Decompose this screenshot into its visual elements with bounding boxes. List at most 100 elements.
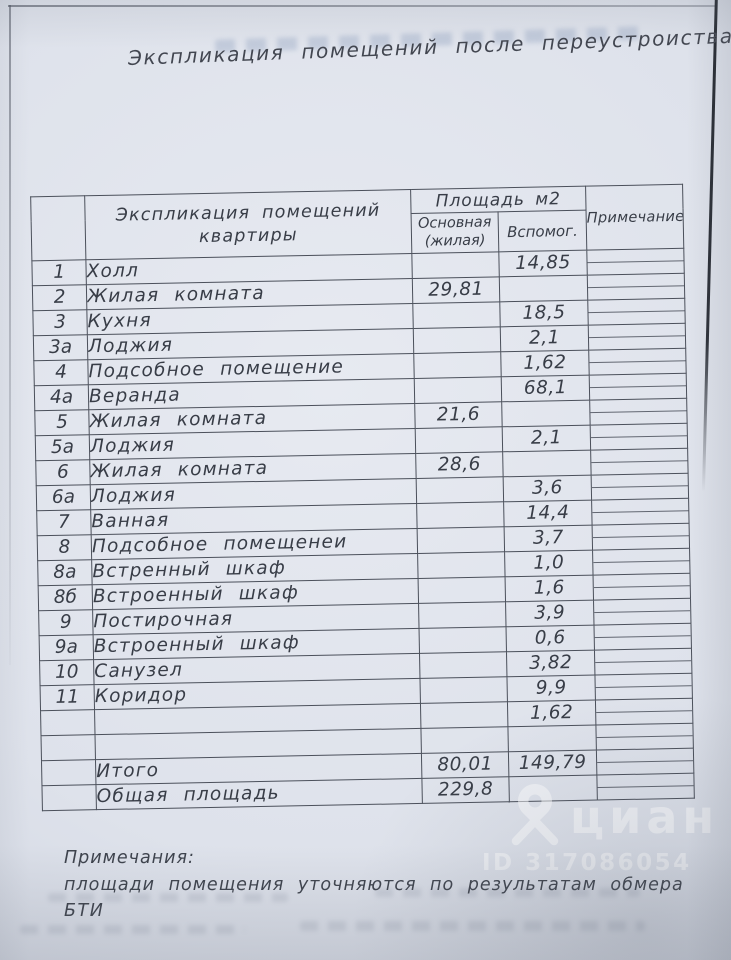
table-body: 1 Холл 14,85 2 Жилая комната 29,81 3 Кух… (31, 248, 695, 811)
cell-note (587, 273, 685, 301)
cell-note (589, 373, 687, 401)
cell-aux-area: 3,9 (505, 600, 595, 627)
cell-note (588, 348, 687, 376)
cell-number: 10 (39, 659, 95, 686)
cell-note (587, 298, 686, 326)
cell-aux-area: 68,1 (501, 375, 590, 402)
cell-main-area (412, 301, 501, 329)
cell-main-area (417, 526, 505, 554)
cell-main-area (419, 651, 507, 679)
cell-main-area (415, 426, 503, 454)
col-header-aux-area: Вспомог. (498, 210, 587, 252)
cell-number: 9а (39, 634, 94, 661)
cell-note (594, 623, 692, 651)
notes-heading: Примечания: (64, 848, 195, 868)
watermark-id: ID 317086054 (482, 850, 692, 876)
col-header-number (30, 195, 86, 261)
cell-aux-area: 3,7 (504, 525, 593, 552)
cell-number: 4а (34, 384, 89, 411)
cell-number: 8 (37, 534, 92, 561)
cell-note (595, 698, 693, 726)
cell-note (593, 573, 691, 601)
cell-note (588, 323, 686, 351)
cell-aux-area (507, 725, 597, 752)
cell-aux-area: 18,5 (499, 300, 589, 327)
cell-aux-area: 2,1 (502, 425, 591, 452)
cell-number: 7 (36, 509, 92, 536)
cell-total-main-area: 80,01 (421, 751, 509, 779)
page-top-edge (8, 5, 716, 7)
cell-note (591, 473, 689, 501)
cell-number: 3 (32, 309, 88, 336)
cell-note (594, 648, 692, 676)
cell-total-aux-area: 149,79 (508, 750, 597, 777)
cell-aux-area: 1,62 (500, 350, 590, 377)
col-header-main-line2: (жилая) (424, 232, 486, 250)
cell-main-area (413, 326, 501, 354)
cell-aux-area (499, 275, 588, 302)
col-header-main-line1: Основная (417, 214, 492, 232)
cell-aux-area: 0,6 (506, 625, 595, 652)
cell-aux-area: 1,0 (504, 550, 594, 577)
cell-note (595, 723, 694, 751)
page-right-edge (701, 0, 718, 492)
col-header-name: Экспликация помещений квартиры (84, 189, 412, 260)
cell-aux-area: 3,6 (503, 475, 592, 502)
notes-block: Примечания: площади помещения уточняются… (64, 848, 684, 921)
cell-main-area (413, 351, 502, 379)
cell-aux-area: 2,1 (500, 325, 589, 352)
col-header-note: Примечание (585, 184, 684, 251)
cell-main-area: 28,6 (415, 451, 504, 479)
cell-aux-area: 14,85 (498, 250, 588, 277)
cell-main-area (419, 626, 507, 654)
cell-number: 6 (35, 459, 91, 486)
notes-line1: площади помещения уточняются по результа… (64, 875, 684, 895)
document-title: Экспликация помещений после переустроист… (127, 23, 731, 70)
cell-main-area (414, 376, 502, 404)
cell-main-area (418, 576, 506, 604)
cell-main-area (417, 551, 506, 579)
cell-number: 2 (32, 284, 87, 311)
cell-aux-area (502, 450, 592, 477)
cell-note (589, 398, 688, 426)
cell-main-area: 29,81 (412, 276, 500, 304)
cell-number (41, 759, 96, 786)
cell-main-area (420, 701, 508, 729)
explication-table: Экспликация помещений квартиры Площадь м… (30, 184, 695, 811)
bleedthrough-text (375, 888, 640, 897)
cell-number: 8а (37, 559, 93, 586)
cell-number: 5а (35, 434, 90, 461)
cell-number: 1 (31, 259, 87, 286)
cell-main-area (418, 601, 507, 629)
cell-main-area (420, 726, 509, 754)
cell-note (592, 548, 691, 576)
cell-aux-area: 1,6 (505, 575, 594, 602)
cell-aux-area: 1,62 (507, 700, 596, 727)
cell-note (592, 523, 690, 551)
cian-pin-icon (511, 784, 559, 846)
cell-number: 8б (38, 584, 93, 611)
cell-number (41, 784, 97, 811)
cian-watermark: циан ID 317086054 (468, 784, 730, 882)
cell-number: 9 (38, 609, 94, 636)
cell-note (596, 748, 694, 776)
page-left-edge (9, 5, 11, 665)
cell-note (591, 498, 690, 526)
cell-main-area (411, 251, 500, 279)
cell-main-area (416, 501, 505, 529)
col-header-main-area: Основная (жилая) (411, 211, 499, 254)
cell-main-area: 21,6 (414, 401, 503, 429)
cell-note (594, 673, 693, 701)
cell-number (41, 734, 96, 761)
cell-number: 11 (40, 684, 95, 711)
cell-aux-area: 14,4 (503, 500, 593, 527)
cell-number: 3а (33, 334, 88, 361)
cell-number: 5 (34, 409, 90, 436)
cell-note (590, 448, 689, 476)
cell-note (586, 248, 685, 276)
watermark-brand: циан (570, 790, 720, 844)
cell-number: 4 (33, 359, 89, 386)
cell-note (593, 598, 691, 626)
bleedthrough-text (300, 921, 645, 931)
